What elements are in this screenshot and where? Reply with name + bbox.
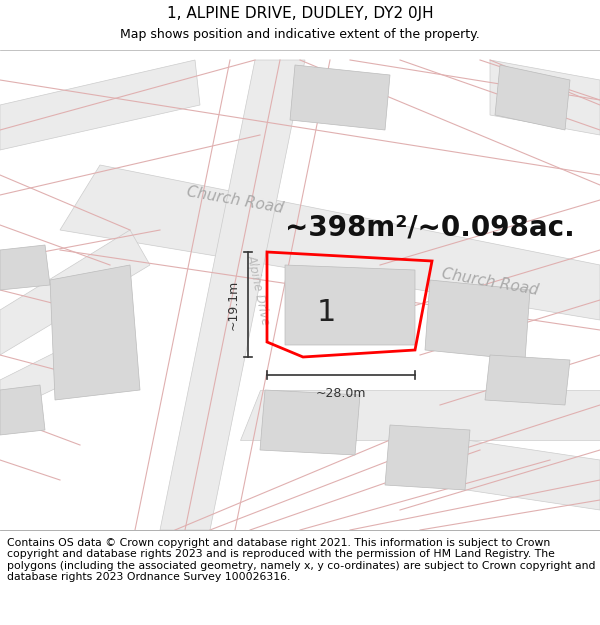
Polygon shape [60,165,600,320]
Text: Contains OS data © Crown copyright and database right 2021. This information is : Contains OS data © Crown copyright and d… [7,538,596,582]
Polygon shape [0,245,50,290]
Polygon shape [490,60,600,135]
Polygon shape [485,355,570,405]
Polygon shape [260,390,360,455]
Text: Alpine Drive: Alpine Drive [244,254,272,326]
Polygon shape [425,280,530,360]
Text: Map shows position and indicative extent of the property.: Map shows position and indicative extent… [120,28,480,41]
Polygon shape [290,65,390,130]
Polygon shape [0,230,150,355]
Polygon shape [0,385,45,435]
Text: Church Road: Church Road [440,266,539,298]
Text: 1, ALPINE DRIVE, DUDLEY, DY2 0JH: 1, ALPINE DRIVE, DUDLEY, DY2 0JH [167,6,433,21]
Polygon shape [240,390,600,440]
Polygon shape [495,65,570,130]
Polygon shape [0,60,200,150]
Text: ~28.0m: ~28.0m [316,387,366,400]
Text: 1: 1 [317,298,337,327]
Text: ~19.1m: ~19.1m [227,279,240,329]
Polygon shape [400,430,600,510]
Text: ~398m²/~0.098ac.: ~398m²/~0.098ac. [285,214,575,242]
Polygon shape [0,330,115,415]
Polygon shape [160,60,305,530]
Polygon shape [285,265,415,345]
Polygon shape [50,265,140,400]
Text: Church Road: Church Road [185,184,284,216]
Polygon shape [385,425,470,490]
